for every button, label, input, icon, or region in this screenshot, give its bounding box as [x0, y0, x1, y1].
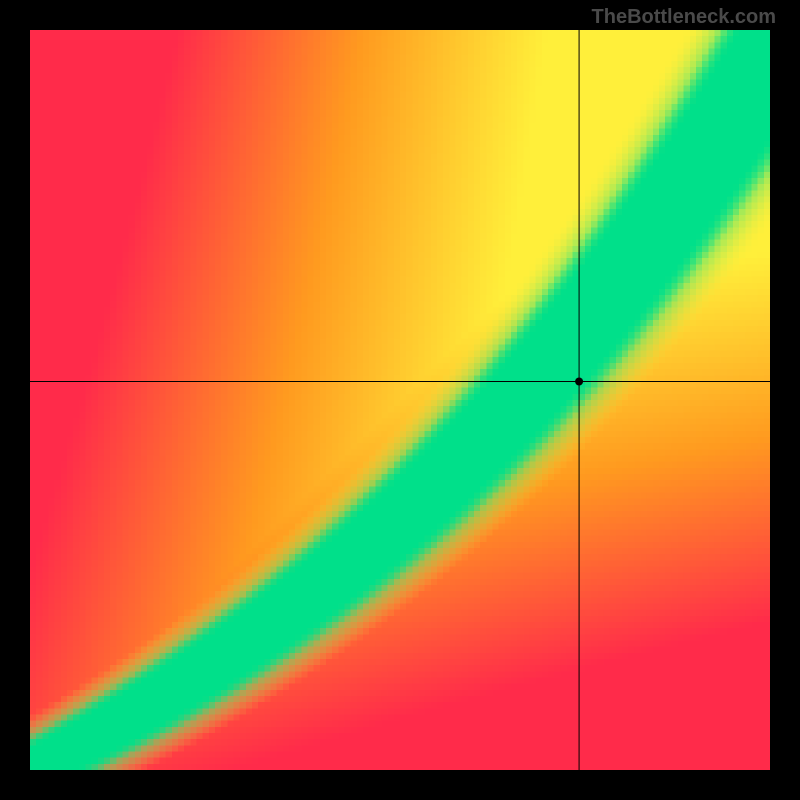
watermark-text: TheBottleneck.com: [592, 6, 776, 29]
heatmap-canvas: [30, 30, 770, 770]
heatmap-plot-area: [30, 30, 770, 770]
chart-container: TheBottleneck.com: [0, 0, 800, 800]
